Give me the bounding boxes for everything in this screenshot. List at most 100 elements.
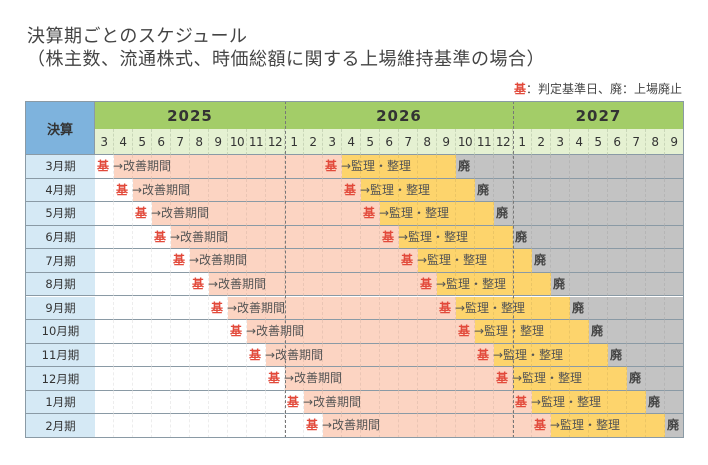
schedule-cell — [570, 296, 589, 321]
schedule-cell — [342, 249, 361, 273]
schedule-cell — [551, 390, 570, 415]
schedule-cell — [380, 225, 399, 250]
schedule-cell — [285, 414, 304, 438]
schedule-cell — [399, 202, 418, 226]
schedule-cell — [304, 249, 323, 273]
schedule-cell — [456, 320, 475, 344]
schedule-cell — [266, 202, 285, 226]
schedule-cell — [323, 367, 342, 391]
schedule-cell — [437, 178, 456, 203]
month-header: 2 — [304, 129, 323, 155]
month-header: 9 — [437, 129, 456, 155]
month-header: 1 — [285, 129, 304, 155]
schedule-cell — [532, 178, 551, 203]
row-label: 5月期 — [25, 202, 95, 226]
month-header: 8 — [646, 129, 665, 155]
row-label: 9月期 — [25, 296, 95, 321]
schedule-cell — [646, 202, 665, 226]
schedule-cell — [190, 296, 209, 321]
schedule-cell — [266, 367, 285, 391]
schedule-cell — [285, 390, 304, 415]
schedule-cell — [133, 390, 152, 415]
schedule-cell — [570, 202, 589, 226]
schedule-cell — [551, 249, 570, 273]
schedule-cell — [627, 296, 646, 321]
schedule-cell — [437, 225, 456, 250]
schedule-cell — [190, 202, 209, 226]
schedule-cell — [266, 343, 285, 368]
schedule-cell — [133, 178, 152, 203]
schedule-cell — [494, 367, 513, 391]
month-header: 8 — [190, 129, 209, 155]
schedule-cell — [437, 320, 456, 344]
schedule-cell — [608, 414, 627, 438]
row-label: 10月期 — [25, 320, 95, 344]
schedule-cell — [589, 272, 608, 297]
schedule-cell — [247, 249, 266, 273]
schedule-cell — [665, 367, 684, 391]
year-header: 2027 — [513, 101, 684, 129]
schedule-cell — [399, 390, 418, 415]
schedule-cell — [247, 202, 266, 226]
schedule-cell — [437, 272, 456, 297]
schedule-cell — [171, 155, 190, 179]
schedule-cell — [323, 414, 342, 438]
schedule-cell — [551, 178, 570, 203]
schedule-cell — [114, 414, 133, 438]
schedule-cell — [494, 249, 513, 273]
schedule-cell — [304, 272, 323, 297]
schedule-cell — [551, 414, 570, 438]
schedule-cell — [532, 343, 551, 368]
schedule-cell — [456, 414, 475, 438]
schedule-cell — [209, 367, 228, 391]
schedule-cell — [361, 320, 380, 344]
schedule-cell — [228, 272, 247, 297]
schedule-cell — [437, 390, 456, 415]
schedule-cell — [228, 178, 247, 203]
schedule-cell — [627, 178, 646, 203]
schedule-cell — [532, 320, 551, 344]
schedule-cell — [171, 178, 190, 203]
schedule-cell — [570, 155, 589, 179]
month-header: 4 — [570, 129, 589, 155]
schedule-cell — [513, 390, 532, 415]
schedule-cell — [608, 178, 627, 203]
schedule-cell — [475, 414, 494, 438]
schedule-cell — [513, 367, 532, 391]
schedule-cell — [475, 178, 494, 203]
schedule-cell — [399, 414, 418, 438]
schedule-cell — [665, 178, 684, 203]
year-divider — [513, 101, 514, 438]
page-subtitle: （株主数、流通株式、時価総額に関する上場維持基準の場合） — [27, 49, 545, 70]
schedule-cell — [247, 367, 266, 391]
schedule-cell — [608, 320, 627, 344]
schedule-cell — [228, 155, 247, 179]
schedule-cell — [513, 155, 532, 179]
schedule-cell — [285, 202, 304, 226]
schedule-cell — [190, 390, 209, 415]
schedule-cell — [152, 367, 171, 391]
month-header: 6 — [380, 129, 399, 155]
schedule-cell — [475, 272, 494, 297]
schedule-cell — [114, 155, 133, 179]
header-label: 決算 — [25, 101, 95, 155]
schedule-cell — [589, 320, 608, 344]
schedule-cell — [513, 296, 532, 321]
schedule-cell — [570, 390, 589, 415]
schedule-cell — [551, 320, 570, 344]
month-header: 10 — [456, 129, 475, 155]
schedule-cell — [475, 320, 494, 344]
legend: 基：判定基準日、廃：上場廃止 — [514, 80, 682, 97]
schedule-cell — [171, 367, 190, 391]
schedule-cell — [361, 225, 380, 250]
schedule-cell — [342, 367, 361, 391]
schedule-cell — [418, 390, 437, 415]
schedule-cell — [494, 155, 513, 179]
schedule-cell — [133, 414, 152, 438]
schedule-cell — [247, 296, 266, 321]
schedule-cell — [380, 296, 399, 321]
schedule-cell — [114, 320, 133, 344]
row-label: 1月期 — [25, 390, 95, 415]
schedule-cell — [342, 225, 361, 250]
schedule-cell — [114, 202, 133, 226]
